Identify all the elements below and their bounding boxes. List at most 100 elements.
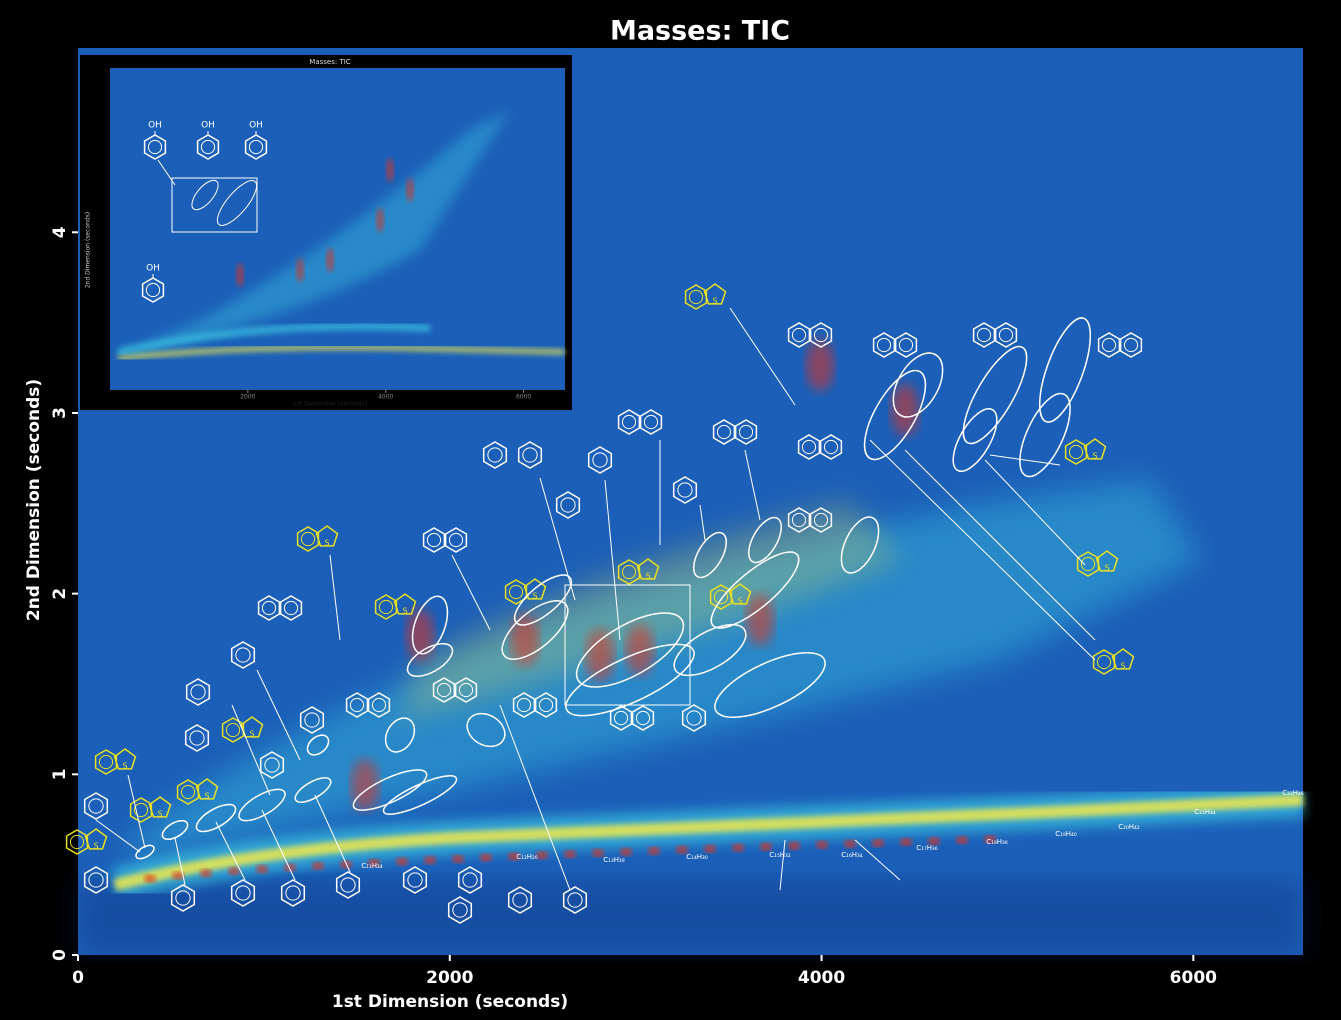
y-axis-label: 2nd Dimension (seconds) bbox=[24, 379, 44, 621]
ring-bond bbox=[452, 902, 468, 918]
annotation-arrow bbox=[127, 774, 146, 849]
annotation: C₂₂H₄₆ bbox=[1282, 789, 1304, 797]
ring bbox=[422, 527, 446, 553]
annotation-ellipse bbox=[747, 516, 783, 564]
annotation-arrow bbox=[499, 704, 571, 891]
annotation-arrow bbox=[604, 479, 621, 641]
ring bbox=[457, 866, 483, 894]
ring-bond bbox=[378, 599, 394, 615]
heatmap-hotspot bbox=[592, 848, 604, 857]
ring-bond bbox=[349, 697, 365, 713]
ring-bond bbox=[998, 327, 1014, 343]
structure-label: S bbox=[93, 842, 98, 851]
annotation: C₁₈H₃₈ bbox=[986, 838, 1008, 846]
inset-cloud bbox=[120, 110, 510, 355]
annotation-arrow bbox=[261, 809, 296, 881]
annotation-arrow bbox=[699, 504, 706, 541]
structure-label: S bbox=[737, 597, 742, 606]
annotation-ellipse bbox=[384, 717, 416, 753]
heatmap-hotspot bbox=[704, 844, 716, 853]
ring bbox=[681, 704, 707, 732]
annotation-ellipse bbox=[863, 369, 927, 461]
ring bbox=[367, 692, 391, 718]
ring bbox=[345, 692, 369, 718]
ring-bond bbox=[686, 710, 702, 726]
annotation-ellipse bbox=[513, 574, 573, 626]
y-tick-label: 1 bbox=[50, 768, 70, 780]
ring bbox=[972, 322, 996, 348]
ring bbox=[1092, 649, 1116, 675]
ring-bond bbox=[304, 712, 320, 728]
ring bbox=[684, 284, 708, 310]
inset-label: OH bbox=[148, 121, 162, 131]
annotation: C₂₁H₄₄ bbox=[1194, 808, 1216, 816]
annotation-ellipse bbox=[306, 734, 330, 756]
chart-title: Masses: TIC bbox=[610, 16, 790, 47]
ring-bond bbox=[175, 890, 191, 906]
structure-label: S bbox=[402, 607, 407, 616]
structure-label: S bbox=[1092, 452, 1097, 461]
ring-bond bbox=[560, 497, 576, 513]
heatmap-hotspot bbox=[564, 850, 576, 859]
heatmap-hotspot bbox=[508, 852, 520, 861]
ring bbox=[444, 527, 468, 553]
ring bbox=[1097, 332, 1121, 358]
heatmap-hotspot bbox=[144, 874, 156, 883]
inset-cluster bbox=[386, 158, 394, 182]
structure-label: S bbox=[1120, 662, 1125, 671]
heatmap-hotspot bbox=[956, 836, 968, 845]
ring bbox=[259, 751, 285, 779]
ring-bond bbox=[458, 682, 474, 698]
ring bbox=[279, 595, 303, 621]
heatmap-cluster bbox=[626, 624, 654, 676]
ring bbox=[809, 322, 833, 348]
ring bbox=[196, 134, 220, 160]
ring bbox=[176, 779, 200, 805]
ring-bond bbox=[133, 802, 149, 818]
ring bbox=[617, 559, 641, 585]
heatmap-hotspot bbox=[312, 861, 324, 870]
ring bbox=[184, 724, 210, 752]
heatmap-hotspot bbox=[760, 842, 772, 851]
ring-bond bbox=[340, 877, 356, 893]
annotation-ellipse bbox=[161, 819, 189, 841]
ring-bond bbox=[407, 872, 423, 888]
ring-bond bbox=[261, 600, 277, 616]
ring bbox=[454, 677, 478, 703]
ring bbox=[1119, 332, 1143, 358]
annotation-arrow bbox=[174, 837, 186, 886]
inset-band bbox=[117, 322, 431, 356]
heatmap-hotspot bbox=[788, 841, 800, 850]
heatmap-hotspot bbox=[928, 837, 940, 846]
structure-label: S bbox=[712, 297, 717, 306]
ring-bond bbox=[688, 289, 704, 305]
annotation-ellipse bbox=[195, 803, 237, 833]
annotation-ellipse bbox=[714, 651, 826, 719]
ring bbox=[872, 332, 896, 358]
annotation: C₁₁H₂₄ bbox=[361, 862, 383, 870]
annotation-ellipse bbox=[575, 612, 685, 688]
heatmap-hotspot bbox=[732, 843, 744, 852]
structure-label: S bbox=[645, 572, 650, 581]
ring bbox=[374, 594, 398, 620]
ring bbox=[83, 866, 109, 894]
ring bbox=[809, 507, 833, 533]
ring bbox=[1076, 551, 1100, 577]
annotation-ellipse bbox=[382, 775, 458, 815]
ring-bond bbox=[791, 512, 807, 528]
ring bbox=[617, 409, 641, 435]
heatmap-hotspot bbox=[452, 854, 464, 863]
annotation-ellipse bbox=[501, 600, 569, 660]
ring-bond bbox=[713, 589, 729, 605]
ring-bond bbox=[436, 682, 452, 698]
heatmap-cloud bbox=[130, 480, 1200, 860]
x-axis-label: 1st Dimension (seconds) bbox=[332, 992, 568, 1012]
annotation-ellipse bbox=[840, 516, 880, 574]
ring-bond bbox=[88, 872, 104, 888]
heatmap-hotspot bbox=[424, 856, 436, 865]
ring bbox=[787, 322, 811, 348]
ring-bond bbox=[592, 452, 608, 468]
annotation-arrow bbox=[854, 839, 901, 881]
ring-bond bbox=[147, 139, 163, 155]
ring-bond bbox=[285, 885, 301, 901]
